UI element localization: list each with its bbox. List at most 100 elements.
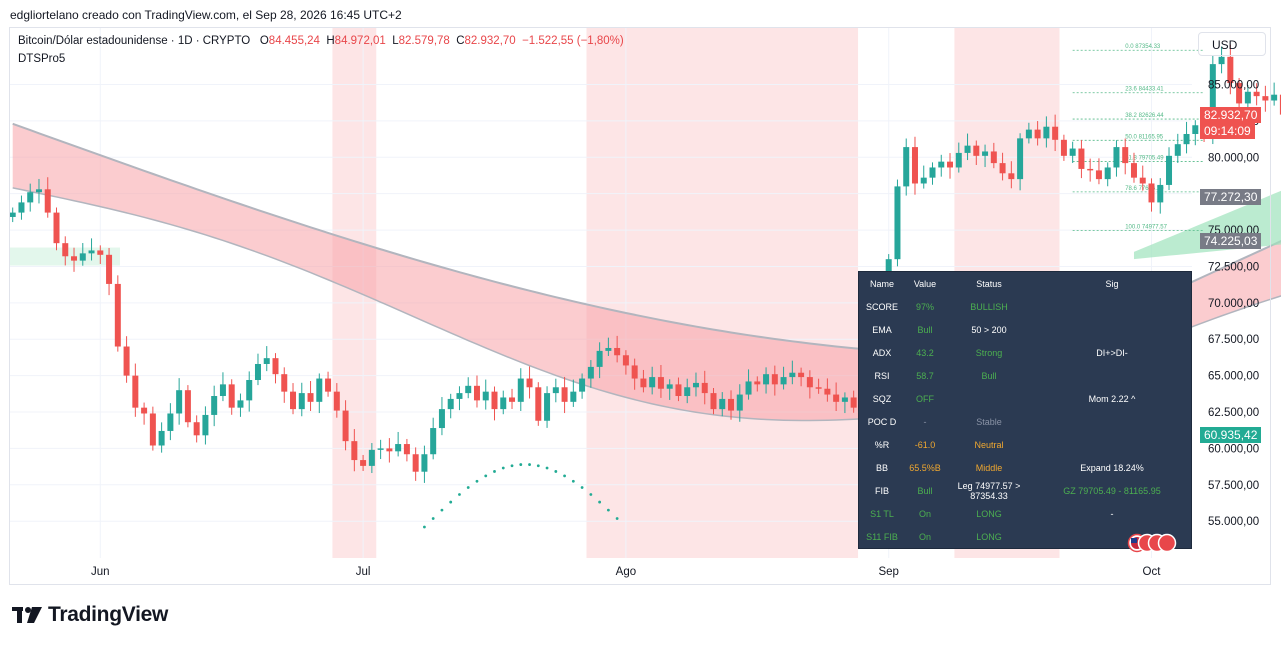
candle-body: [1279, 94, 1281, 115]
candle: [903, 138, 910, 196]
open-value: 84.455,24: [268, 35, 320, 47]
table-row: POC D - Stable: [859, 410, 1191, 433]
candle: [1130, 152, 1137, 183]
candle-body: [298, 393, 305, 410]
table-cell-value: On: [918, 508, 931, 519]
x-tick-label: Jun: [91, 566, 110, 578]
candle: [1262, 85, 1269, 112]
currency-button[interactable]: USD: [1198, 32, 1266, 56]
candle: [728, 390, 735, 420]
fib-label: 38.2 82626.44: [1125, 113, 1164, 119]
candle-body: [622, 355, 629, 366]
table-cell-sig: [1033, 364, 1191, 387]
fib-label: 78.6 77626.20: [1125, 186, 1164, 192]
candle: [517, 368, 524, 412]
candle: [438, 397, 445, 436]
candle: [456, 386, 463, 411]
table-row: %R -61.0 Neutral: [859, 433, 1191, 456]
candle-body: [377, 448, 384, 450]
candle: [342, 400, 349, 451]
candle-body: [421, 454, 428, 472]
candle-body: [982, 151, 989, 156]
candle: [149, 406, 156, 451]
table-row: SCORE 97% BULLISH: [859, 295, 1191, 318]
candle-body: [763, 374, 770, 385]
candle: [97, 245, 104, 264]
candle-body: [1104, 167, 1111, 180]
candle-body: [88, 250, 95, 254]
candle: [395, 431, 402, 457]
candle-body: [184, 390, 191, 423]
candle-body: [114, 283, 121, 347]
candle: [780, 366, 787, 390]
table-cell-value: Bull: [917, 485, 933, 496]
candle: [990, 142, 997, 169]
table-cell-status: Middle: [975, 462, 1003, 473]
close-value: 82.932,70: [464, 35, 516, 47]
candle: [290, 383, 297, 415]
candle: [579, 373, 586, 399]
candle-body: [263, 358, 270, 364]
candle-body: [395, 444, 402, 452]
tradingview-logo[interactable]: TradingView: [12, 603, 168, 627]
candle: [570, 379, 577, 407]
candle-body: [789, 372, 796, 378]
candle: [421, 445, 428, 483]
table-cell-sig: Mom 2.22 ^: [1088, 393, 1136, 404]
candle: [1236, 77, 1243, 109]
candle-body: [911, 147, 918, 184]
candle-body: [771, 374, 778, 385]
candle-body: [649, 377, 656, 388]
sar-dot: [493, 470, 496, 473]
table-cell-value: -: [923, 416, 927, 427]
low-label: L: [392, 35, 399, 47]
table-header-cell: Status: [976, 278, 1002, 289]
candle-body: [27, 192, 34, 203]
candle-body: [841, 397, 848, 402]
candle-body: [1113, 147, 1120, 168]
x-axis[interactable]: Jun Jul Ago Sep Oct: [91, 566, 1161, 578]
sar-dot: [554, 470, 558, 473]
y-tick-label: 65.000,00: [1208, 371, 1259, 383]
candle: [202, 406, 209, 445]
table-row: S1 TL On LONG -: [859, 502, 1191, 525]
candle: [316, 373, 323, 414]
candle: [999, 152, 1006, 181]
candle: [789, 360, 796, 385]
candle-body: [482, 391, 489, 401]
candle-body: [491, 391, 498, 410]
candle-body: [850, 397, 857, 408]
symbol-name[interactable]: Bitcoin/Dólar estadounidense · 1D · CRYP…: [18, 35, 251, 47]
table-header-cell: Name: [869, 278, 894, 289]
candle: [1095, 158, 1102, 185]
sar-dot: [423, 525, 426, 529]
candle-body: [123, 346, 130, 376]
candle: [1271, 82, 1278, 106]
candle-body: [833, 394, 840, 402]
table-cell-value: Bull: [917, 324, 933, 335]
candle-body: [605, 347, 612, 351]
chart-frame: [9, 27, 1271, 585]
y-tick-label: 72.500,00: [1208, 261, 1259, 273]
candle: [351, 429, 358, 472]
candle-body: [79, 253, 86, 261]
symbol-legend[interactable]: Bitcoin/Dólar estadounidense · 1D · CRYP…: [18, 35, 624, 47]
x-tick-label: Oct: [1143, 566, 1162, 578]
x-tick-label: Jul: [356, 566, 371, 578]
price-tag: 74.225,03: [1200, 233, 1262, 250]
candle: [333, 383, 340, 418]
candle-body: [307, 393, 314, 402]
candle-body: [640, 378, 647, 388]
candle-body: [710, 393, 717, 410]
candle: [27, 183, 34, 212]
table-cell-value: 43.2: [916, 347, 934, 358]
candle: [920, 165, 927, 189]
candle: [184, 385, 191, 428]
brand-name: TradingView: [48, 603, 169, 626]
candle: [377, 439, 384, 460]
candle: [544, 386, 551, 428]
indicator-legend[interactable]: DTSPro5: [18, 53, 66, 65]
candle: [254, 353, 261, 386]
candle: [1253, 83, 1260, 106]
table-cell-sig: [1033, 410, 1191, 433]
